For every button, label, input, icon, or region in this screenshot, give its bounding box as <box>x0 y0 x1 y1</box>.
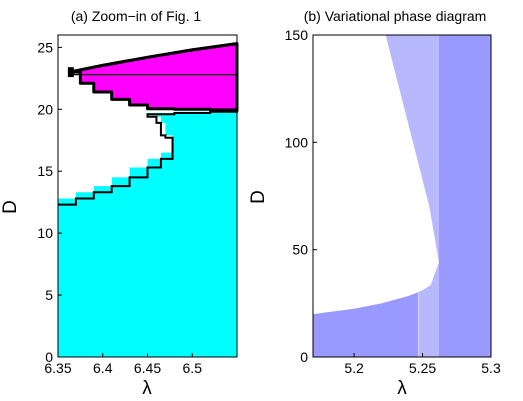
magenta-region <box>68 42 239 113</box>
panel-b-title: (b) Variational phase diagram <box>304 8 487 24</box>
panel-b-ytick-label: 0 <box>300 349 308 365</box>
panel-a-xtick-label: 6.5 <box>183 360 203 376</box>
panel-b-xtick-label: 5.2 <box>344 360 364 376</box>
panel-a-xtick-label: 6.4 <box>93 360 113 376</box>
cyan-region <box>58 110 237 358</box>
panel-a-xtick-label: 6.35 <box>44 360 71 376</box>
panel-a: (a) Zoom−in of Fig. 1 6.35 6.4 6.45 6.5 0 5 10… <box>0 8 239 399</box>
panel-a-ytick-label: 10 <box>37 225 53 241</box>
panel-b: (b) Variational phase diagram 5.2 5.25 5.3… <box>248 8 501 399</box>
panel-a-plot-area <box>58 42 239 358</box>
light-strip <box>418 262 439 357</box>
panel-b-ylabel: D <box>248 190 269 204</box>
panel-b-plot-area <box>313 35 491 357</box>
panel-b-frame <box>312 34 492 358</box>
panel-a-ylabel: D <box>0 200 21 214</box>
dark-region-bottom <box>313 262 439 357</box>
panel-a-title: (a) Zoom−in of Fig. 1 <box>71 8 202 24</box>
panel-b-ticks: 5.2 5.25 5.3 0 50 100 150 <box>285 27 501 376</box>
panel-a-ytick-label: 0 <box>45 349 53 365</box>
panel-a-xtick-label: 6.45 <box>134 360 161 376</box>
panel-b-ytick-label: 150 <box>285 27 309 43</box>
panel-b-xtick-label: 5.25 <box>409 360 436 376</box>
panel-a-ytick-label: 5 <box>45 287 53 303</box>
light-region-top <box>385 35 439 263</box>
panel-a-ytick-label: 20 <box>37 101 53 117</box>
panel-a-ytick-label: 15 <box>37 163 53 179</box>
panel-b-ytick-label: 100 <box>285 134 309 150</box>
dark-region-right <box>438 35 491 357</box>
wedge-tip <box>67 67 74 78</box>
panel-b-xtick-label: 5.3 <box>481 360 501 376</box>
panel-a-ytick-label: 25 <box>37 39 53 55</box>
cyan-boundary <box>58 110 238 206</box>
panel-a-xlabel: λ <box>142 378 152 399</box>
panel-a-ticks: 6.35 6.4 6.45 6.5 0 5 10 15 20 25 <box>37 39 202 376</box>
magenta-upper-boundary <box>69 42 238 74</box>
panel-b-xlabel: λ <box>397 378 407 399</box>
panel-b-ytick-label: 50 <box>292 242 308 258</box>
